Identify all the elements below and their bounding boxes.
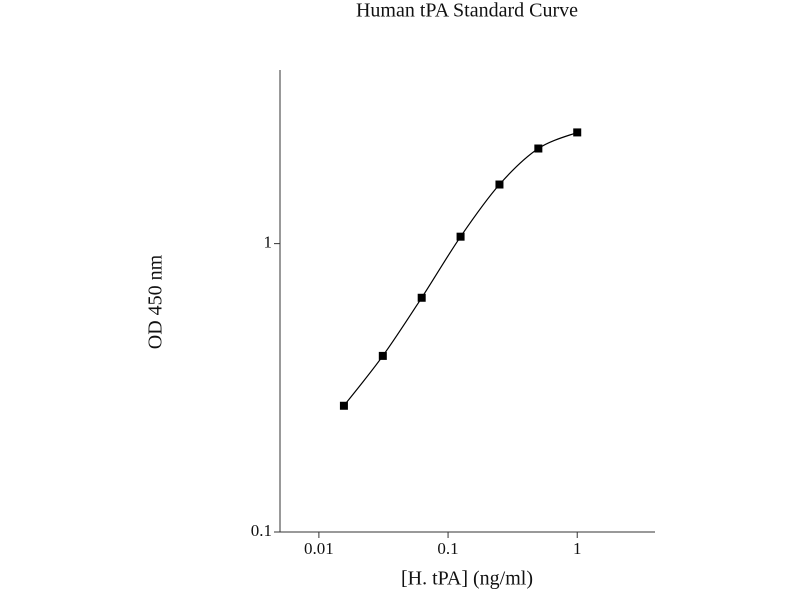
y-tick-label: 1 — [264, 233, 273, 252]
x-axis-label: [H. tPA] (ng/ml) — [401, 568, 533, 590]
data-point — [378, 351, 387, 360]
data-point — [339, 401, 348, 410]
curve — [343, 131, 578, 407]
y-tick-label: 0.1 — [251, 521, 272, 540]
data-point — [456, 232, 465, 241]
data-point — [534, 144, 543, 153]
chart-title: Human tPA Standard Curve — [356, 0, 578, 22]
x-tick-label: 0.01 — [304, 539, 334, 558]
y-axis-label: OD 450 nm — [145, 254, 167, 349]
data-point — [417, 293, 426, 302]
x-tick-label: 0.1 — [437, 539, 458, 558]
data-point — [573, 128, 582, 137]
x-tick-label: 1 — [573, 539, 582, 558]
data-point — [495, 180, 504, 189]
